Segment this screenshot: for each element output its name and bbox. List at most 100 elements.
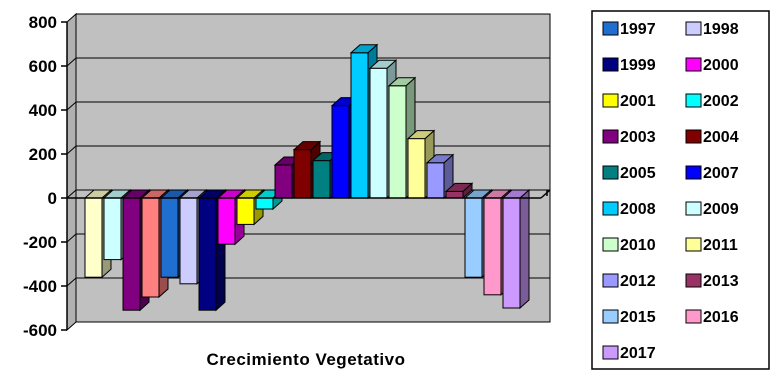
legend-swatch [685,21,702,36]
bar-side [519,188,530,310]
y-tick-label: 0 [48,189,57,208]
legend-label: 1997 [620,21,656,38]
bar-front [331,105,350,199]
y-tick-label: 800 [29,13,57,32]
legend-item: 2013 [685,273,739,290]
legend-swatch [602,57,619,72]
legend-swatch [602,345,619,360]
legend-item: 2001 [602,93,656,110]
legend-swatch [602,309,619,324]
bar-top [387,77,417,87]
y-tick-label: 200 [29,145,57,164]
legend-item: 1997 [602,21,656,38]
bar [444,182,474,200]
bar-front [198,197,217,311]
legend-item: 2000 [685,57,739,74]
legend-item: 2017 [602,345,656,362]
bar-front [122,197,141,311]
y-tick-label: -200 [23,233,57,252]
legend-label: 2007 [703,165,739,182]
legend-label: 2001 [620,93,656,110]
legend-swatch [685,201,702,216]
bar-front [103,197,122,261]
bar-front [179,197,198,285]
legend-label: 2004 [703,129,739,146]
legend-swatch [602,21,619,36]
legend-label: 2010 [620,237,656,254]
bar-front [84,197,103,278]
bar-front [255,197,274,210]
legend-label: 2017 [620,345,656,362]
gridline-side [66,233,77,243]
y-tick-label: -600 [23,321,57,340]
gridline-side [66,277,77,287]
bar-front [407,138,426,199]
bar-front [274,164,293,199]
legend-item: 2015 [602,309,656,326]
legend-item: 2008 [602,201,656,218]
legend-item: 1999 [602,57,656,74]
axes [61,21,551,331]
legend-label: 2015 [620,309,656,326]
legend-swatch [602,273,619,288]
legend-swatch [685,129,702,144]
bar-front [217,197,236,245]
bar-front [236,197,255,225]
legend-swatch [685,165,702,180]
legend-item: 2009 [685,201,739,218]
legend-item: 2005 [602,165,656,182]
legend-swatch [685,309,702,324]
legend-label: 2002 [703,93,739,110]
bar-top [292,141,322,151]
legend-item: 2007 [685,165,739,182]
y-tick-label: 400 [29,101,57,120]
bar-front [426,162,445,199]
bar-front [388,85,407,199]
legend-swatch [602,93,619,108]
bar-front [350,52,369,199]
legend-item: 2011 [685,237,738,254]
legend-label: 2012 [620,273,656,290]
legend-swatch [685,57,702,72]
gridline-side [66,189,77,199]
legend-label: 2013 [703,273,739,290]
legend-swatch [602,129,619,144]
legend-item: 2012 [602,273,656,290]
legend-swatch [602,165,619,180]
legend-item: 2002 [685,93,739,110]
legend-label: 2005 [620,165,656,182]
bar-top [368,59,398,69]
legend-item: 2003 [602,129,656,146]
gridline-side [66,145,77,155]
y-tick-labels: 800 600 400 200 0 -200 -400 -600 [23,13,57,340]
bar-series [83,43,531,312]
legend-label: 1998 [703,21,739,38]
legend-label: 2003 [620,129,656,146]
legend-label: 2000 [703,57,739,74]
legend-swatch [685,273,702,288]
y-tick-label: -400 [23,277,57,296]
legend-swatch [685,237,702,252]
legend: 1997 1998 1999 2000 2001 2002 2003 2004 2005 2007… [602,21,739,362]
legend-label: 1999 [620,57,656,74]
legend-swatch [602,237,619,252]
legend-label: 2008 [620,201,656,218]
gridline-side [66,57,77,67]
bar-front [141,197,160,298]
legend-item: 1998 [685,21,739,38]
bar-top [349,44,379,54]
bar-front [312,160,331,199]
bar-top [406,130,436,140]
legend-box [591,10,770,370]
legend-label: 2011 [703,237,738,254]
x-axis-label: Crecimiento Vegetativo [206,350,405,369]
legend-item: 2004 [685,129,739,146]
bar-front [160,197,179,278]
bar-front [293,149,312,199]
legend-item: 2010 [602,237,656,254]
bar-top [425,154,455,164]
legend-item: 2016 [685,309,739,326]
bar-front [464,197,483,278]
legend-label: 2016 [703,309,739,326]
